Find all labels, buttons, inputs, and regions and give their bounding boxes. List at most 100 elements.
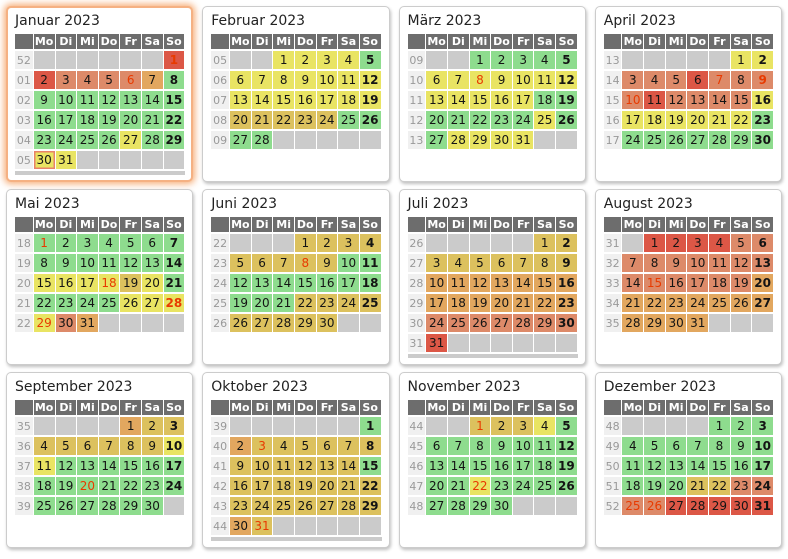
day-cell[interactable]: 28 — [687, 497, 709, 515]
day-cell[interactable]: 11 — [98, 254, 120, 272]
day-cell[interactable]: 17 — [316, 91, 338, 109]
day-cell[interactable]: 13 — [687, 91, 709, 109]
day-cell[interactable]: 25 — [622, 497, 644, 515]
day-cell[interactable]: 4 — [448, 254, 469, 272]
day-cell[interactable]: 11 — [359, 254, 381, 272]
day-cell[interactable]: 25 — [709, 294, 730, 312]
day-cell[interactable]: 20 — [141, 274, 163, 292]
day-cell[interactable]: 20 — [251, 294, 273, 312]
day-cell[interactable]: 6 — [316, 437, 338, 455]
day-cell[interactable]: 14 — [512, 274, 534, 292]
day-cell[interactable]: 9 — [491, 71, 512, 89]
day-cell[interactable]: 8 — [730, 71, 752, 89]
day-cell[interactable]: 28 — [163, 294, 185, 312]
day-cell[interactable]: 26 — [359, 111, 381, 129]
day-cell[interactable]: 23 — [55, 294, 77, 312]
day-cell[interactable]: 10 — [512, 437, 534, 455]
day-cell[interactable]: 1 — [273, 51, 294, 69]
day-cell[interactable]: 12 — [556, 437, 577, 455]
day-cell[interactable]: 20 — [120, 111, 141, 129]
day-cell[interactable]: 9 — [752, 71, 773, 89]
day-cell[interactable]: 28 — [622, 314, 644, 332]
day-cell[interactable]: 28 — [251, 131, 273, 149]
day-cell[interactable]: 13 — [491, 274, 512, 292]
day-cell[interactable]: 26 — [730, 294, 752, 312]
day-cell[interactable]: 20 — [687, 111, 709, 129]
day-cell[interactable]: 6 — [229, 71, 251, 89]
day-cell[interactable]: 27 — [141, 294, 163, 312]
day-cell[interactable]: 5 — [229, 254, 251, 272]
day-cell[interactable]: 29 — [469, 131, 491, 149]
day-cell[interactable]: 7 — [448, 437, 469, 455]
day-cell[interactable]: 18 — [359, 274, 381, 292]
day-cell[interactable]: 25 — [273, 497, 294, 515]
day-cell[interactable]: 14 — [338, 457, 359, 475]
day-cell[interactable]: 23 — [141, 477, 163, 495]
day-cell[interactable]: 27 — [77, 497, 98, 515]
today-cell[interactable]: 30 — [33, 151, 55, 169]
day-cell[interactable]: 26 — [665, 131, 687, 149]
day-cell[interactable]: 10 — [163, 437, 185, 455]
day-cell[interactable]: 18 — [448, 294, 469, 312]
day-cell[interactable]: 11 — [622, 457, 644, 475]
day-cell[interactable]: 27 — [687, 131, 709, 149]
day-cell[interactable]: 14 — [448, 457, 469, 475]
day-cell[interactable]: 10 — [622, 91, 644, 109]
day-cell[interactable]: 4 — [534, 51, 556, 69]
day-cell[interactable]: 15 — [294, 274, 316, 292]
day-cell[interactable]: 4 — [644, 71, 665, 89]
day-cell[interactable]: 11 — [273, 457, 294, 475]
day-cell[interactable]: 11 — [534, 437, 556, 455]
day-cell[interactable]: 10 — [752, 437, 773, 455]
day-cell[interactable]: 30 — [229, 517, 251, 535]
day-cell[interactable]: 24 — [163, 477, 185, 495]
day-cell[interactable]: 13 — [120, 91, 141, 109]
day-cell[interactable]: 10 — [426, 274, 448, 292]
day-cell[interactable]: 18 — [33, 477, 55, 495]
day-cell[interactable]: 16 — [491, 91, 512, 109]
day-cell[interactable]: 9 — [665, 254, 687, 272]
day-cell[interactable]: 18 — [338, 91, 359, 109]
day-cell[interactable]: 4 — [98, 234, 120, 252]
day-cell[interactable]: 28 — [709, 131, 730, 149]
day-cell[interactable]: 5 — [556, 417, 577, 435]
day-cell[interactable]: 5 — [359, 51, 381, 69]
day-cell[interactable]: 23 — [730, 477, 752, 495]
day-cell[interactable]: 21 — [338, 477, 359, 495]
day-cell[interactable]: 17 — [687, 274, 709, 292]
day-cell[interactable]: 25 — [448, 314, 469, 332]
day-cell[interactable]: 17 — [622, 111, 644, 129]
day-cell[interactable]: 19 — [120, 274, 141, 292]
day-cell[interactable]: 17 — [55, 111, 77, 129]
day-cell[interactable]: 2 — [316, 234, 338, 252]
day-cell[interactable]: 18 — [622, 477, 644, 495]
day-cell[interactable]: 30 — [665, 314, 687, 332]
day-cell[interactable]: 6 — [77, 437, 98, 455]
day-cell[interactable]: 21 — [622, 294, 644, 312]
day-cell[interactable]: 2 — [294, 51, 316, 69]
day-cell[interactable]: 10 — [251, 457, 273, 475]
day-cell[interactable]: 5 — [644, 437, 665, 455]
day-cell[interactable]: 7 — [512, 254, 534, 272]
day-cell[interactable]: 22 — [359, 477, 381, 495]
day-cell[interactable]: 30 — [316, 314, 338, 332]
day-cell[interactable]: 5 — [469, 254, 491, 272]
day-cell[interactable]: 19 — [644, 477, 665, 495]
day-cell[interactable]: 26 — [55, 497, 77, 515]
day-cell[interactable]: 21 — [251, 111, 273, 129]
day-cell[interactable]: 26 — [120, 294, 141, 312]
day-cell[interactable]: 13 — [665, 457, 687, 475]
day-cell[interactable]: 12 — [359, 71, 381, 89]
day-cell[interactable]: 15 — [163, 91, 185, 109]
day-cell[interactable]: 22 — [534, 294, 556, 312]
day-cell[interactable]: 31 — [752, 497, 773, 515]
day-cell[interactable]: 29 — [644, 314, 665, 332]
day-cell[interactable]: 23 — [491, 477, 512, 495]
day-cell[interactable]: 23 — [556, 294, 577, 312]
day-cell[interactable]: 14 — [273, 274, 294, 292]
day-cell[interactable]: 16 — [55, 274, 77, 292]
day-cell[interactable]: 2 — [55, 234, 77, 252]
day-cell[interactable]: 3 — [338, 234, 359, 252]
day-cell[interactable]: 4 — [273, 437, 294, 455]
day-cell[interactable]: 30 — [491, 497, 512, 515]
